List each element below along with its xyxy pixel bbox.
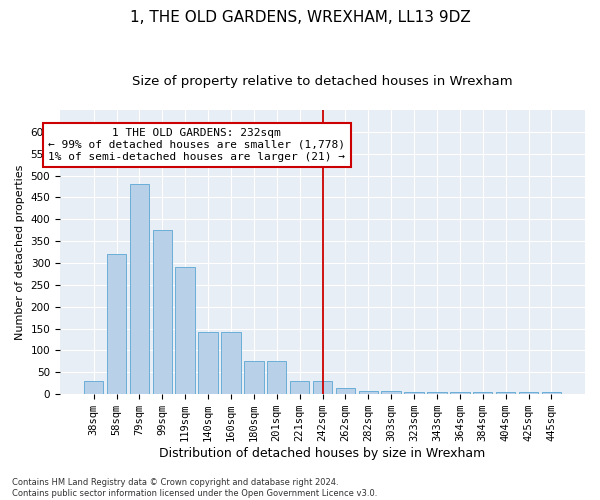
Bar [335, 388, 355, 394]
Bar [496, 392, 515, 394]
Text: Contains HM Land Registry data © Crown copyright and database right 2024.
Contai: Contains HM Land Registry data © Crown c… [12, 478, 377, 498]
Bar [473, 392, 493, 394]
Bar [427, 392, 446, 394]
Text: 1, THE OLD GARDENS, WREXHAM, LL13 9DZ: 1, THE OLD GARDENS, WREXHAM, LL13 9DZ [130, 10, 470, 25]
Bar [267, 362, 286, 394]
Bar [450, 392, 470, 394]
Bar [519, 392, 538, 394]
Bar [542, 392, 561, 394]
Bar [313, 381, 332, 394]
Bar [199, 332, 218, 394]
Bar [382, 390, 401, 394]
Bar [130, 184, 149, 394]
Bar [175, 268, 195, 394]
Bar [290, 381, 310, 394]
Title: Size of property relative to detached houses in Wrexham: Size of property relative to detached ho… [132, 75, 513, 88]
Bar [221, 332, 241, 394]
Bar [84, 381, 103, 394]
Bar [359, 390, 378, 394]
Bar [152, 230, 172, 394]
Bar [107, 254, 126, 394]
Y-axis label: Number of detached properties: Number of detached properties [15, 164, 25, 340]
Bar [244, 362, 263, 394]
Text: 1 THE OLD GARDENS: 232sqm
← 99% of detached houses are smaller (1,778)
1% of sem: 1 THE OLD GARDENS: 232sqm ← 99% of detac… [48, 128, 345, 162]
X-axis label: Distribution of detached houses by size in Wrexham: Distribution of detached houses by size … [160, 447, 485, 460]
Bar [404, 392, 424, 394]
